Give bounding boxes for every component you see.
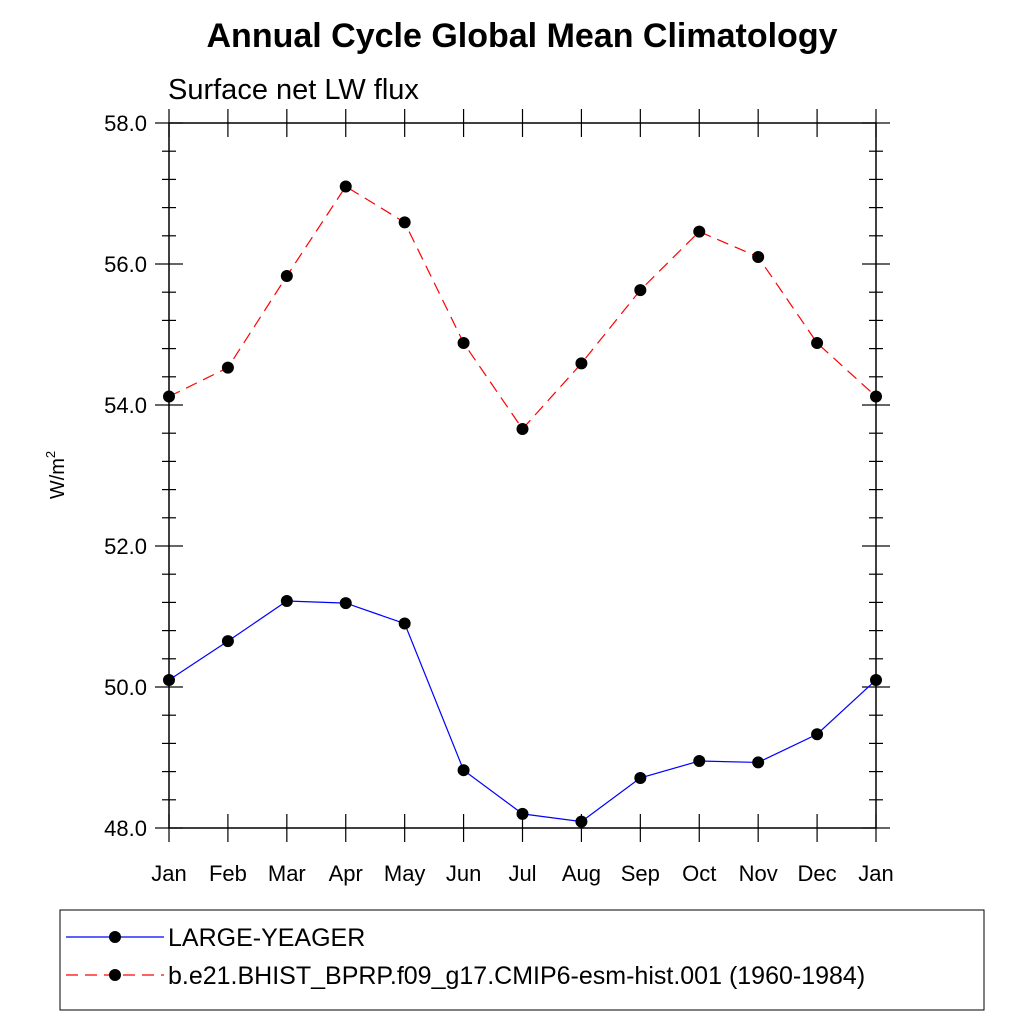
series-2-point [516, 422, 529, 435]
axis-ticks [155, 109, 890, 842]
series-1-point [221, 635, 234, 648]
y-axis-title: W/m2 [43, 451, 69, 499]
series-1-point [457, 764, 470, 777]
legend: LARGE-YEAGER b.e21.BHIST_BPRP.f09_g17.CMI… [66, 924, 865, 990]
series-1-point [339, 597, 352, 610]
x-tick-label: Jun [446, 861, 481, 886]
legend-label-2: b.e21.BHIST_BPRP.f09_g17.CMIP6-esm-hist.… [168, 962, 865, 990]
y-tick-labels: 48.0 50.0 52.0 54.0 56.0 58.0 [104, 111, 147, 841]
y-tick-label: 50.0 [104, 675, 147, 700]
legend-label-1: LARGE-YEAGER [168, 924, 365, 952]
y-tick-label: 56.0 [104, 252, 147, 277]
legend-marker-2 [109, 969, 121, 981]
x-tick-label: Mar [268, 861, 306, 886]
x-tick-label: Jan [858, 861, 893, 886]
y-axis-label-superscript: 2 [43, 451, 58, 458]
series-2-point [280, 269, 293, 282]
legend-box [59, 909, 985, 1011]
series-2-point [339, 180, 352, 193]
x-tick-labels: Jan Feb Mar Apr May Jun Jul Aug Sep Oct Nov Dec Jan [151, 861, 893, 886]
x-tick-label: Feb [209, 861, 247, 886]
chart-subtitle: Surface net LW flux [168, 74, 419, 106]
series-2-point [163, 390, 175, 403]
series-1-point [693, 755, 706, 768]
series-2-point [221, 361, 234, 374]
x-tick-label: Sep [621, 861, 660, 886]
y-tick-label: 58.0 [104, 111, 147, 136]
x-tick-label: Jan [151, 861, 186, 886]
chart-title: Annual Cycle Global Mean Climatology [207, 17, 838, 55]
svg-text:W/m2: W/m2 [43, 451, 69, 499]
series-1-line [168, 600, 877, 823]
x-tick-label: May [384, 861, 426, 886]
series-2-point [693, 225, 706, 238]
series-2-point [634, 284, 647, 297]
series-1-point [398, 617, 411, 630]
series-2-point [575, 357, 588, 370]
series-2-line [168, 185, 877, 430]
y-tick-label: 48.0 [104, 816, 147, 841]
x-tick-label: Jul [508, 861, 536, 886]
x-tick-label: Nov [739, 861, 778, 886]
legend-marker-1 [109, 931, 121, 943]
series-1-point [811, 728, 824, 741]
series-1-point [280, 594, 293, 607]
series-1-point [575, 815, 588, 828]
series-1-point [516, 807, 529, 820]
plot-frame [168, 122, 877, 829]
x-tick-label: Oct [682, 861, 716, 886]
series-1-point [870, 673, 882, 686]
series-2-point [870, 390, 882, 403]
series-layer [163, 180, 882, 828]
y-tick-label: 52.0 [104, 534, 147, 559]
series-2-point [752, 250, 765, 263]
y-axis-label: W/m [47, 458, 69, 499]
series-1-point [634, 771, 647, 784]
x-tick-label: Aug [562, 861, 601, 886]
x-tick-label: Apr [329, 861, 363, 886]
series-2-point [811, 336, 824, 349]
series-2-point [398, 216, 411, 229]
series-1 [163, 594, 882, 828]
series-1-point [163, 673, 175, 686]
series-1-point [752, 756, 765, 769]
series-2-point [457, 336, 470, 349]
x-tick-label: Dec [798, 861, 837, 886]
series-2 [163, 180, 882, 435]
y-tick-label: 54.0 [104, 393, 147, 418]
